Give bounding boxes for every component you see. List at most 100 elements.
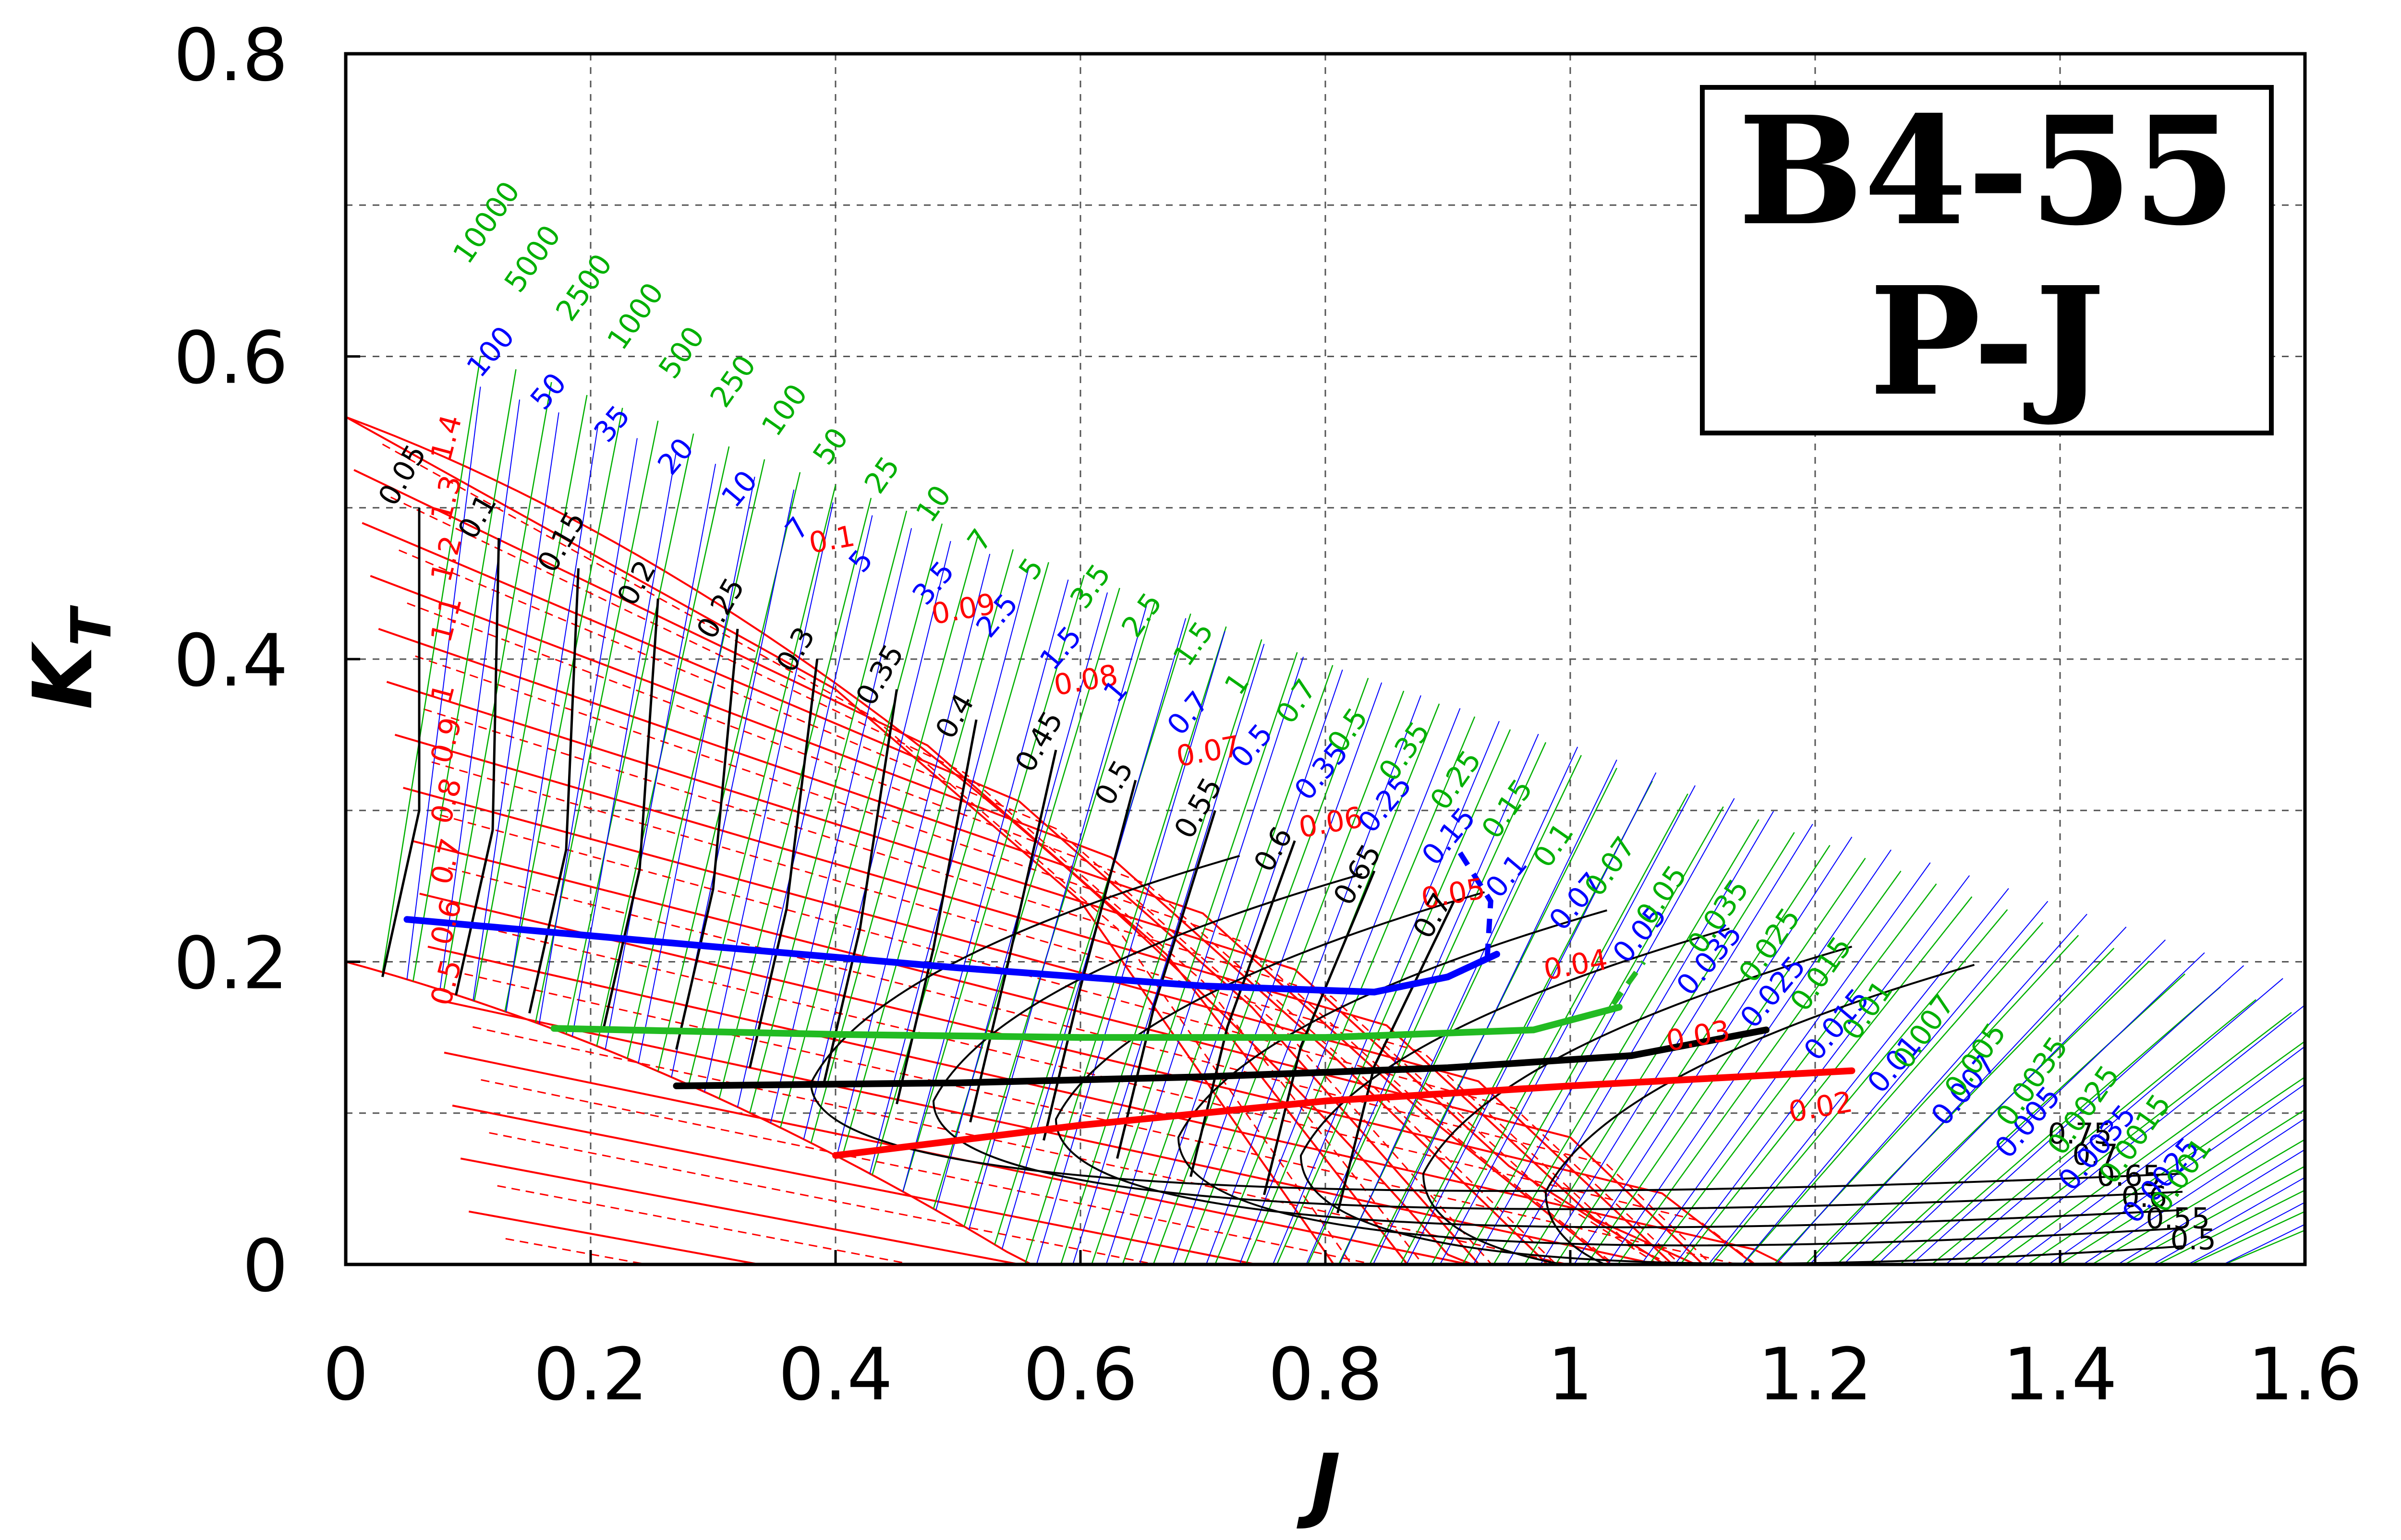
blue-line	[2048, 1083, 2305, 1264]
red-pitch-line	[346, 416, 1335, 1264]
blue-line	[1877, 952, 2205, 1264]
green-line	[2123, 1165, 2305, 1264]
efficiency-contour	[1336, 901, 1455, 1214]
efficiency-contour	[675, 628, 739, 1050]
blue-line	[1036, 631, 1225, 1264]
efficiency-contour	[455, 538, 500, 996]
efficiency-contour	[749, 659, 819, 1068]
green-line	[1060, 639, 1262, 1264]
blue-optimum-dash	[1457, 851, 1493, 962]
green-line	[1524, 832, 1795, 1264]
red-dashed-line	[390, 496, 1424, 1264]
efficiency-contour	[1116, 810, 1216, 1159]
y-axis-label-main: K	[16, 641, 111, 710]
blue-line	[506, 425, 599, 1012]
blue-line	[2013, 1046, 2305, 1264]
black-label-right: 0.75	[2048, 1117, 2112, 1151]
blue-line	[704, 502, 834, 1092]
x-tick-label: 1.6	[2248, 1333, 2363, 1417]
red-dashed-line	[439, 814, 1682, 1264]
y-tick-label: 0.2	[173, 922, 288, 1006]
blue-line	[605, 464, 716, 1050]
efficiency-contour	[896, 719, 978, 1105]
y-axis-label: KT	[16, 604, 124, 710]
blue-line	[1775, 914, 2087, 1264]
blue-line	[869, 566, 1030, 1174]
green-line	[443, 382, 552, 991]
blue-line	[737, 515, 873, 1107]
green-line	[1492, 819, 1759, 1264]
black-label-right: 0.55	[2146, 1202, 2210, 1235]
black-label-right: 0.65	[2097, 1159, 2161, 1193]
green-line	[810, 536, 979, 1143]
efficiency-loop	[810, 854, 2183, 1192]
efficiency-loop	[932, 873, 2183, 1210]
svg-text:KT: KT	[16, 604, 124, 710]
x-tick-label: 0.6	[1023, 1333, 1138, 1417]
green-line	[1025, 626, 1227, 1263]
blue-line	[2082, 1118, 2305, 1264]
y-tick-label: 0.6	[173, 317, 288, 400]
red-pitch-line	[362, 522, 1480, 1264]
blue-optimum-curve	[403, 916, 1500, 996]
green-optimum-dash	[1611, 960, 1646, 1006]
blue-line	[538, 438, 638, 1024]
green-line	[749, 510, 908, 1113]
green-line	[1152, 677, 1369, 1264]
green-line	[902, 575, 1085, 1192]
blue-line	[1072, 644, 1265, 1264]
efficiency-contour	[1263, 870, 1376, 1195]
blue-line	[1640, 862, 1931, 1264]
green-line	[841, 549, 1014, 1159]
efficiency-contour	[1043, 780, 1137, 1141]
efficiency-contour	[969, 749, 1057, 1123]
red-dashed-line	[415, 655, 1615, 1264]
efficiency-contour	[381, 507, 421, 977]
green-line	[382, 356, 481, 973]
efficiency-loop	[1177, 909, 2183, 1247]
y-tick-label: 0.8	[173, 14, 288, 97]
red-pitch-line	[353, 469, 1409, 1264]
blue-line	[1139, 669, 1343, 1264]
blue-line	[1372, 759, 1617, 1264]
black-label-right: 0.5	[2171, 1223, 2216, 1256]
green-line	[872, 562, 1049, 1175]
blue-line	[1708, 888, 2009, 1264]
blue-line	[1573, 836, 1853, 1264]
efficiency-loop	[1422, 946, 2183, 1264]
blue-line	[1809, 926, 2127, 1264]
efficiency-contour	[1189, 840, 1296, 1177]
green-line	[1899, 986, 2221, 1264]
green-line	[1930, 999, 2256, 1264]
blue-line	[2222, 1224, 2305, 1264]
blue-line	[2151, 1177, 2305, 1264]
green-line	[780, 523, 943, 1128]
title-line-1: B4-55	[1738, 84, 2236, 259]
blue-line	[902, 579, 1069, 1192]
black-optimum-curve	[673, 1026, 1770, 1089]
x-tick-label: 1.2	[1758, 1333, 1873, 1417]
red-dashed-line	[382, 443, 1353, 1264]
green-line	[1555, 845, 1831, 1264]
green-line	[994, 614, 1191, 1245]
green-line	[504, 408, 623, 1012]
green-line	[2058, 1109, 2305, 1264]
blue-line	[1540, 824, 1813, 1264]
green-line	[1648, 883, 1937, 1264]
blue-line	[1979, 1004, 2305, 1264]
bp-diagram-curves	[346, 356, 2305, 1264]
green-optimum-curve	[550, 1004, 1623, 1041]
blue-line	[1741, 901, 2049, 1264]
x-axis-label: J	[1296, 1437, 1340, 1532]
red-dashed-line	[456, 920, 1757, 1264]
red-pitch-line	[370, 575, 1549, 1264]
red-pitch-line	[419, 892, 1756, 1264]
green-line	[1091, 652, 1298, 1264]
green-line	[1742, 922, 2044, 1264]
blue-line	[1439, 785, 1696, 1264]
efficiency-contour	[528, 568, 580, 1014]
blue-line	[2186, 1202, 2305, 1264]
green-line	[963, 601, 1156, 1227]
blue-line	[473, 412, 559, 1001]
red-dashed-line	[464, 973, 1741, 1264]
